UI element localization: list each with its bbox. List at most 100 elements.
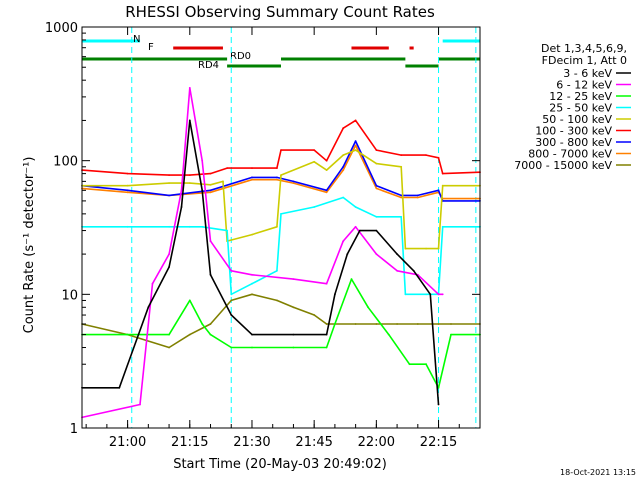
series-3-point-14 <box>400 215 403 218</box>
series-4-point-7 <box>251 233 253 236</box>
series-5-point-3 <box>188 174 191 177</box>
series-4-point-8 <box>276 225 278 228</box>
series-0-point-5 <box>188 119 191 122</box>
series-4-point-18 <box>437 247 440 250</box>
series-0-point-1 <box>118 386 121 389</box>
series-1-point-13 <box>354 225 357 228</box>
series-4-point-1 <box>126 184 129 187</box>
series-6-point-3 <box>209 189 212 192</box>
series-7-point-12 <box>416 196 419 199</box>
series-6-point-2 <box>168 194 171 197</box>
series-8-point-10 <box>325 323 328 325</box>
series-1-point-15 <box>396 269 398 272</box>
x-axis-label: Start Time (20-May-03 20:49:02) <box>173 457 387 472</box>
x-tick-label-2: 21:30 <box>233 435 270 450</box>
series-2-point-17 <box>450 333 452 336</box>
x-tick-label-1: 21:15 <box>171 435 208 450</box>
series-3-point-6 <box>230 293 233 296</box>
series-0-point-18 <box>429 293 432 296</box>
series-1-point-11 <box>325 282 328 285</box>
series-3-point-9 <box>280 213 282 215</box>
series-5-point-9 <box>313 149 316 152</box>
series-0-point-4 <box>180 206 183 208</box>
x-tick-label-4: 22:00 <box>358 435 395 450</box>
series-2-point-9 <box>325 346 328 349</box>
series-7-point-1 <box>126 191 129 194</box>
series-6-point-7 <box>325 189 328 192</box>
legend-entry-7: 800 - 7000 keV <box>528 148 612 161</box>
series-2-point-2 <box>168 333 171 336</box>
chart-title: RHESSI Observing Summary Count Rates <box>125 3 435 21</box>
x-tick-label-0: 21:00 <box>109 435 146 450</box>
series-0-point-14 <box>358 229 361 232</box>
instrument-flags: NF RD0 RD4 <box>82 34 480 71</box>
series-2-point-12 <box>367 306 369 309</box>
series-1-point-2 <box>151 282 154 285</box>
series-8-point-16 <box>450 323 452 325</box>
series-2-point-7 <box>251 346 253 349</box>
series-line-3 <box>82 196 480 296</box>
series-5-point-10 <box>325 159 328 162</box>
series-5-point-11 <box>342 127 345 130</box>
series-2-point-4 <box>201 323 204 325</box>
series-6-point-6 <box>292 180 295 183</box>
series-3-point-2 <box>168 225 171 228</box>
series-1-point-14 <box>375 253 378 256</box>
legend-entry-1: 6 - 12 keV <box>556 79 612 92</box>
series-4-point-5 <box>222 180 224 183</box>
series-line-8 <box>81 293 480 349</box>
series-0-point-19 <box>437 403 440 406</box>
series-6-point-4 <box>251 176 253 179</box>
series-5-point-15 <box>425 154 427 157</box>
series-0-point-7 <box>209 273 212 276</box>
series-line-5 <box>81 119 481 176</box>
series-3-point-3 <box>188 225 191 228</box>
flag-label-n: N <box>133 34 140 45</box>
series-5-point-16 <box>437 156 440 159</box>
series-4-point-9 <box>280 174 282 177</box>
x-tick-label-5: 22:15 <box>420 435 457 450</box>
series-0-point-6 <box>201 189 204 192</box>
y-axis-label: Count Rate (s⁻¹ detector⁻¹) <box>22 157 37 334</box>
series-line-0 <box>82 119 440 405</box>
series-3-point-5 <box>226 229 229 232</box>
series-3-point-7 <box>251 282 253 285</box>
series-2-point-8 <box>292 346 295 349</box>
series-0-point-3 <box>168 266 171 268</box>
x-axis-ticks: 21:00 21:15 21:30 21:45 22:00 22:15 <box>85 27 481 450</box>
series-0-point-9 <box>251 333 253 336</box>
series-5-point-7 <box>276 167 278 170</box>
series-4-point-2 <box>168 182 171 185</box>
x-tick-label-3: 21:45 <box>295 435 332 450</box>
series-5-point-6 <box>251 167 253 170</box>
series-0-point-10 <box>292 333 295 336</box>
series-8-point-12 <box>375 323 378 325</box>
series-8-point-3 <box>188 333 191 336</box>
series-3-point-13 <box>375 215 378 218</box>
series-0-point-13 <box>346 253 349 256</box>
series-8-point-4 <box>209 323 212 325</box>
series-5-point-4 <box>209 172 212 175</box>
series-5-point-1 <box>126 172 129 175</box>
series-line-6 <box>81 140 480 202</box>
legend-header-1: FDecim 1, Att 0 <box>542 54 627 67</box>
series-8-point-5 <box>230 299 233 302</box>
series-7-point-11 <box>400 196 403 199</box>
series-3-point-15 <box>404 293 407 296</box>
series-0-point-8 <box>230 314 233 316</box>
legend-entry-0: 3 - 6 keV <box>563 67 612 80</box>
series-1-point-12 <box>342 240 345 243</box>
series-2-point-13 <box>387 333 390 336</box>
series-2-point-11 <box>350 278 353 280</box>
y-tick-label-2: 100 <box>53 155 78 170</box>
series-1-point-18 <box>441 293 444 296</box>
flag-label-rd4: RD4 <box>198 60 219 71</box>
plot-frame <box>81 26 481 429</box>
series-4-point-16 <box>404 247 407 250</box>
series-7-point-7 <box>325 191 328 194</box>
y-tick-label-0: 1 <box>70 422 78 437</box>
series-3-point-8 <box>276 269 278 272</box>
series-0-point-2 <box>147 306 150 309</box>
series-5-point-14 <box>400 154 403 157</box>
series-7-point-9 <box>354 144 357 147</box>
